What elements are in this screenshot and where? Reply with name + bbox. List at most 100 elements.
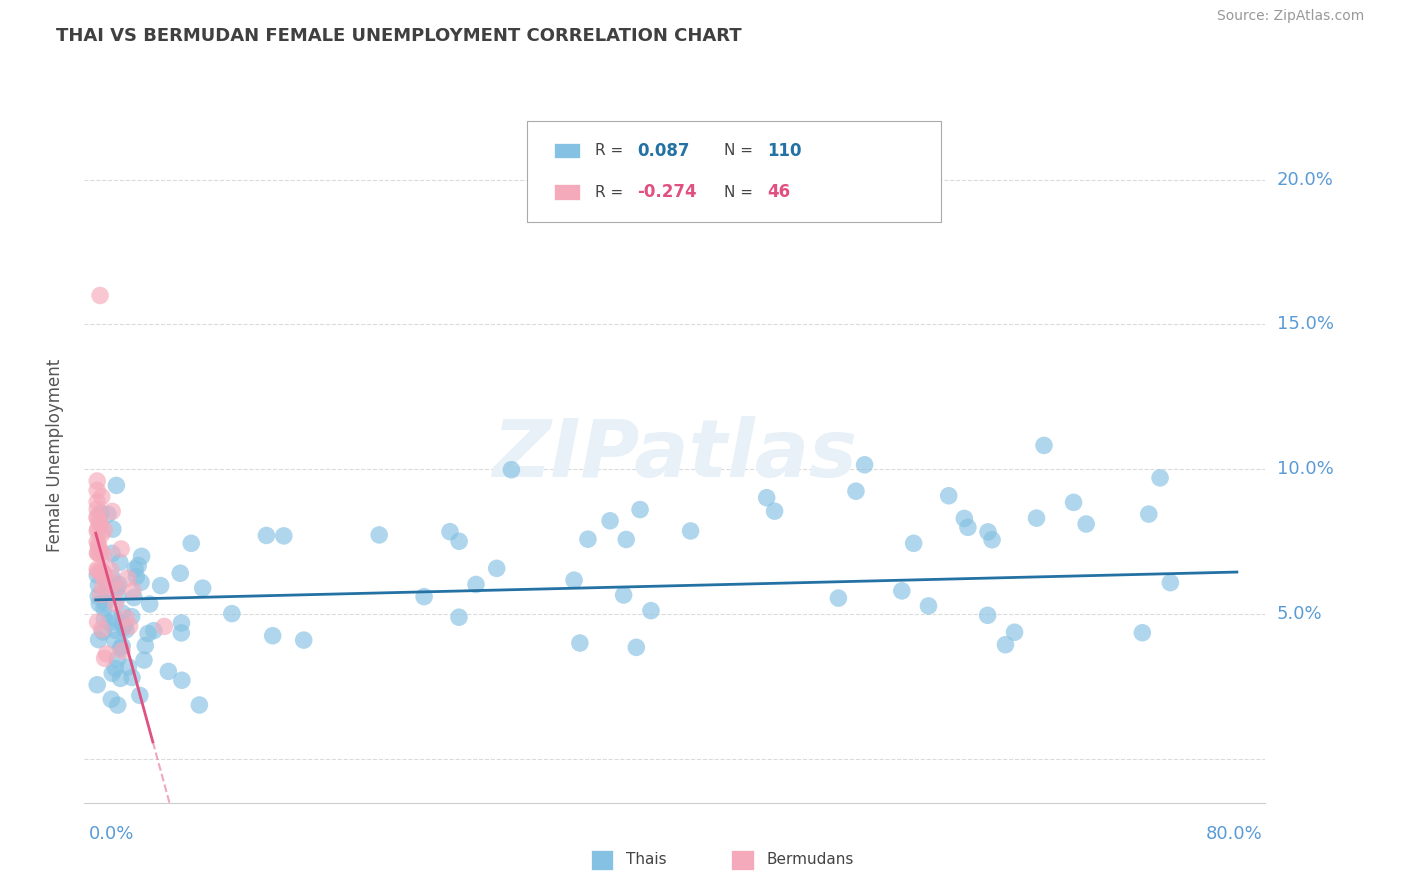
Text: 20.0%: 20.0% [1277, 170, 1333, 188]
Point [90, 544, 112, 558]
Point [149, 579, 172, 593]
Point [108, 555, 131, 569]
Point [953, 511, 976, 525]
Point [128, 689, 150, 703]
Point [188, 698, 211, 712]
Point [93, 572, 115, 586]
Text: -0.274: -0.274 [637, 183, 697, 201]
Point [613, 588, 636, 602]
Point [101, 546, 124, 560]
Point [111, 644, 134, 658]
Point [86, 534, 108, 549]
FancyBboxPatch shape [554, 143, 581, 159]
Point [827, 591, 849, 606]
Point [86, 546, 108, 560]
Point [127, 558, 149, 573]
Point [86, 511, 108, 525]
Point [170, 615, 193, 630]
Point [139, 597, 162, 611]
Point [485, 561, 508, 575]
Point [1130, 625, 1153, 640]
Point [465, 577, 488, 591]
Point [87, 522, 110, 536]
Point [614, 533, 637, 547]
Point [180, 536, 202, 550]
Point [87, 541, 110, 555]
Point [97, 508, 120, 522]
Point [115, 611, 138, 625]
Point [763, 504, 786, 518]
Text: 46: 46 [768, 183, 790, 201]
Point [628, 502, 651, 516]
Text: Source: ZipAtlas.com: Source: ZipAtlas.com [1216, 9, 1364, 23]
Point [105, 582, 128, 596]
Point [89, 516, 111, 530]
Point [86, 568, 108, 582]
Point [845, 484, 868, 499]
Point [890, 583, 912, 598]
Point [994, 638, 1017, 652]
Point [413, 590, 436, 604]
Point [170, 626, 193, 640]
Point [86, 524, 108, 538]
Point [105, 478, 128, 492]
Point [1149, 471, 1171, 485]
Point [87, 546, 110, 560]
FancyBboxPatch shape [554, 185, 581, 200]
Text: R =: R = [595, 144, 627, 158]
Point [1004, 625, 1026, 640]
Point [122, 591, 145, 605]
Point [101, 504, 124, 518]
Point [93, 523, 115, 537]
Point [170, 673, 193, 688]
Point [853, 458, 876, 472]
Point [93, 651, 115, 665]
Point [142, 624, 165, 638]
Point [1076, 516, 1098, 531]
Point [117, 571, 139, 585]
Point [89, 547, 111, 561]
Point [118, 619, 141, 633]
Point [576, 532, 599, 546]
Point [121, 671, 143, 685]
Point [86, 678, 108, 692]
Point [100, 563, 122, 577]
Point [568, 636, 591, 650]
Point [121, 609, 143, 624]
Point [101, 576, 124, 591]
Point [134, 639, 156, 653]
Point [153, 619, 176, 633]
Point [90, 527, 112, 541]
Point [1137, 507, 1160, 521]
Point [640, 604, 662, 618]
Point [169, 566, 191, 581]
Point [104, 661, 127, 675]
Point [107, 698, 129, 712]
Point [93, 601, 115, 615]
Text: ZIPatlas: ZIPatlas [492, 416, 858, 494]
Point [1033, 438, 1056, 452]
Point [100, 692, 122, 706]
Point [108, 577, 131, 591]
Point [599, 514, 621, 528]
Point [104, 633, 127, 648]
Point [90, 623, 112, 637]
Point [449, 534, 471, 549]
Point [273, 529, 295, 543]
Point [125, 569, 148, 583]
Point [89, 597, 111, 611]
Point [254, 528, 277, 542]
Point [87, 578, 110, 592]
Point [86, 483, 108, 498]
Point [96, 647, 118, 661]
Point [136, 626, 159, 640]
Point [117, 660, 139, 674]
Point [292, 633, 315, 648]
Point [105, 652, 128, 666]
Point [755, 491, 778, 505]
Text: 80.0%: 80.0% [1206, 825, 1263, 843]
Point [1025, 511, 1047, 525]
Point [626, 640, 648, 655]
Point [98, 615, 121, 630]
Point [91, 624, 114, 639]
